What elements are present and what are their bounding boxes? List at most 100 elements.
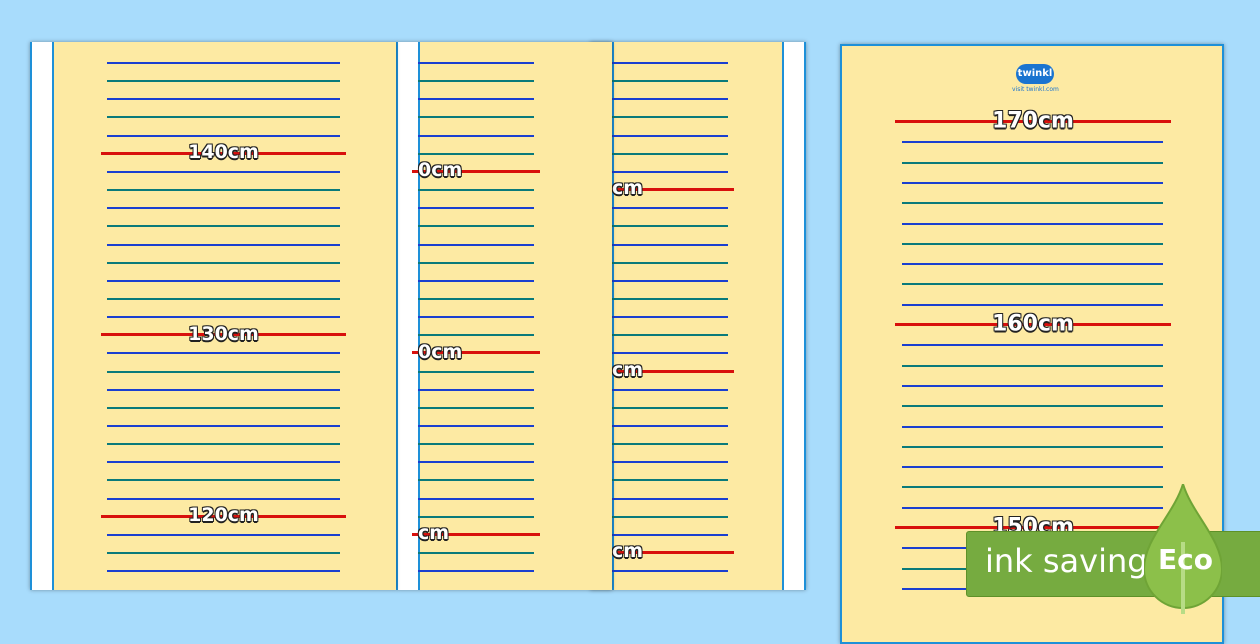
ruler-line	[612, 570, 728, 573]
ruler-line	[418, 461, 534, 464]
ruler-line	[418, 80, 534, 83]
ruler-line	[418, 388, 534, 391]
ruler-line	[107, 134, 340, 137]
ruler-line	[107, 225, 340, 228]
logo-subtitle: visit twinkl.com	[1012, 86, 1059, 93]
ruler-line	[902, 384, 1163, 387]
ruler-line	[107, 243, 340, 246]
ink-saving-label: ink saving	[985, 542, 1148, 580]
ruler-line	[107, 370, 340, 373]
ruler-line	[612, 152, 728, 155]
ruler-line	[107, 170, 340, 173]
ruler-line	[902, 202, 1163, 205]
ruler-line	[107, 406, 340, 409]
ruler-line	[902, 181, 1163, 184]
red-marker-line	[412, 169, 540, 173]
page-c: cm cm cm	[590, 42, 806, 590]
ruler-line	[107, 425, 340, 427]
ruler-line	[418, 552, 534, 555]
page-edge	[396, 42, 420, 590]
height-label: 130cm	[188, 322, 259, 345]
ruler-line	[612, 388, 728, 391]
ruler-line	[107, 279, 340, 282]
ruler-line	[418, 406, 534, 409]
ruler-line	[612, 98, 728, 101]
red-marker-line	[101, 151, 346, 155]
height-label: 170cm	[992, 108, 1074, 134]
height-label: cm	[612, 358, 644, 381]
ruler-line	[902, 303, 1163, 306]
eco-leaf-icon	[1144, 484, 1222, 614]
ruler-line	[612, 170, 728, 173]
ruler-line	[612, 334, 728, 337]
page-b: 0cm 0cm cm	[396, 42, 612, 590]
ruler-line	[612, 425, 728, 427]
ruler-line	[902, 263, 1163, 266]
ruler-line	[107, 443, 340, 446]
red-marker-line	[101, 514, 346, 518]
page-edge	[30, 42, 54, 590]
ruler-line	[107, 533, 340, 536]
ruler-line	[612, 497, 728, 500]
ruler-line	[107, 388, 340, 391]
red-marker-line	[895, 526, 1171, 529]
ruler-line	[107, 207, 340, 210]
height-label: cm	[418, 522, 450, 544]
ruler-line	[902, 486, 1163, 489]
ruler-line	[418, 189, 534, 192]
ruler-line	[418, 134, 534, 137]
ruler-line	[612, 297, 728, 300]
ruler-line	[902, 242, 1163, 245]
ruler-line	[418, 425, 534, 427]
ruler-line	[107, 297, 340, 300]
ruler-line	[612, 62, 728, 64]
ruler-line	[107, 98, 340, 101]
ruler-line	[418, 570, 534, 573]
ruler-line	[612, 116, 728, 119]
ruler-line	[418, 152, 534, 155]
ruler-line	[902, 466, 1163, 469]
ruler-line	[902, 141, 1163, 144]
ruler-line	[902, 425, 1163, 428]
red-marker-line	[606, 188, 734, 192]
ruler-line	[612, 316, 728, 319]
ruler-line	[418, 207, 534, 210]
ruler-line	[107, 80, 340, 83]
ruler-line	[418, 479, 534, 482]
ruler-line	[418, 243, 534, 246]
ruler-line	[612, 515, 728, 518]
ruler-line	[418, 98, 534, 101]
ruler-line	[418, 443, 534, 446]
ruler-line	[418, 497, 534, 500]
ruler-line	[418, 62, 534, 64]
ruler-line	[612, 533, 728, 536]
ruler-line	[107, 461, 340, 464]
height-label: 0cm	[418, 159, 463, 181]
ruler-line	[612, 461, 728, 464]
ruler-line	[107, 62, 340, 64]
ruler-line	[418, 116, 534, 119]
ruler-line	[902, 161, 1163, 164]
ruler-line	[612, 261, 728, 264]
ruler-line	[902, 283, 1163, 286]
ruler-line	[107, 316, 340, 319]
red-marker-line	[606, 551, 734, 555]
height-label: cm	[612, 540, 644, 562]
ruler-line	[612, 406, 728, 409]
ruler-line	[418, 225, 534, 228]
ruler-line	[612, 479, 728, 482]
ruler-line	[418, 334, 534, 337]
ruler-line	[107, 552, 340, 555]
height-label: 120cm	[188, 504, 259, 526]
ruler-line	[612, 279, 728, 282]
ruler-line	[612, 243, 728, 246]
red-marker-line	[101, 333, 346, 337]
ruler-line	[107, 352, 340, 355]
ruler-line	[902, 445, 1163, 448]
red-marker-line	[895, 323, 1171, 326]
ruler-line	[612, 134, 728, 137]
ruler-line	[107, 116, 340, 119]
page-edge	[782, 42, 806, 590]
ruler-line	[612, 80, 728, 83]
ruler-line	[418, 515, 534, 518]
